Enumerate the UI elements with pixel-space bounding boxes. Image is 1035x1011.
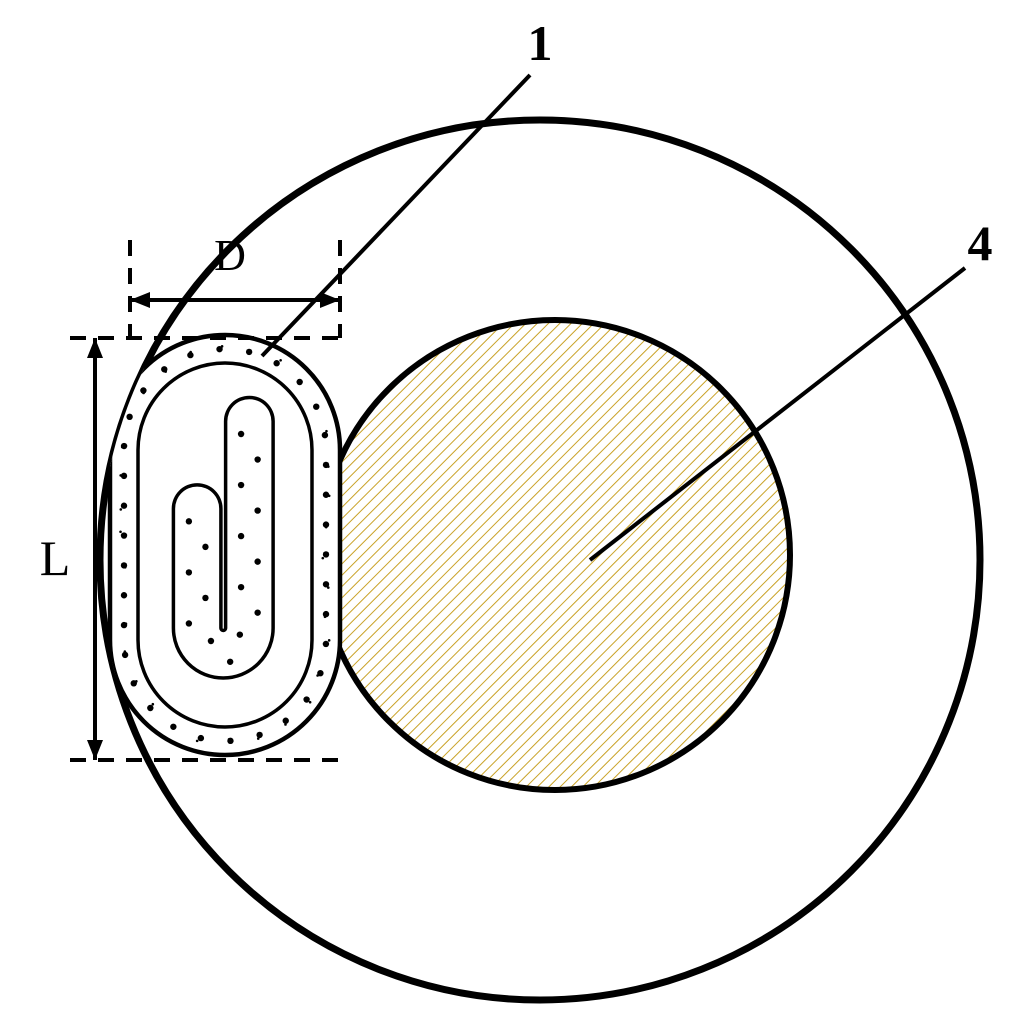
dim-d-arrow-left [130, 292, 150, 308]
dim-d-label: D [214, 231, 246, 280]
callout-1-label: 1 [528, 15, 553, 71]
dim-l-arrow-bottom [87, 740, 103, 760]
dim-l-arrow-top [87, 338, 103, 358]
dim-l-label: L [40, 530, 71, 586]
callout-4-label: 4 [968, 215, 993, 271]
squashed-feature [110, 335, 340, 755]
inner-hatched-circle [320, 320, 790, 790]
